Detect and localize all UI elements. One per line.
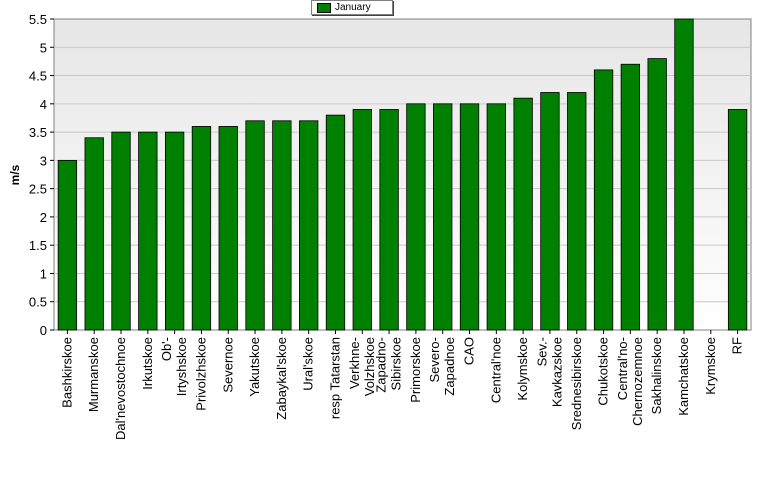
y-tick-label: 4.5 <box>29 69 47 84</box>
x-tick-label: resp Tatarstan <box>327 337 342 419</box>
plot-area <box>53 18 752 331</box>
bar <box>218 126 238 331</box>
bar <box>299 120 319 331</box>
x-tick-label: Yakutskoe <box>247 337 262 397</box>
bar <box>620 63 641 331</box>
y-tick-label: 5.5 <box>29 12 47 27</box>
bar <box>191 126 212 331</box>
bar <box>352 109 372 331</box>
legend-label-january: January <box>335 2 371 13</box>
x-axis-labels: Bashkirskoe Murmanskoe Dal'nevostochnoe Irk… <box>59 330 745 440</box>
y-tick-label: 3.5 <box>29 125 47 140</box>
x-tick-label: Zapadno-Sibirskoe <box>374 337 404 393</box>
x-tick-label: Irkutskoe <box>140 337 155 390</box>
bar <box>593 69 614 331</box>
bar <box>567 92 587 331</box>
bar <box>433 103 453 331</box>
y-tick-label: 4 <box>40 97 47 112</box>
x-tick-label: Central'noe <box>488 337 503 403</box>
bar <box>164 131 185 331</box>
y-tick-label: 2.5 <box>29 182 47 197</box>
bar <box>57 159 78 331</box>
y-tick-label: 3 <box>40 153 47 168</box>
bar <box>727 109 748 331</box>
x-tick-label: Chukotskoe <box>596 337 611 406</box>
x-tick-label: Sev.-Kavkazskoe <box>534 337 564 407</box>
bar <box>674 18 694 331</box>
bar <box>406 103 426 331</box>
x-tick-label: Murmanskoe <box>86 337 101 412</box>
x-tick-label: Ural'skoe <box>301 337 316 391</box>
y-tick-label: 5 <box>40 40 47 55</box>
bar <box>272 120 292 331</box>
x-tick-label: Dal'nevostochnoe <box>113 337 128 440</box>
x-tick-label: Sakhalinskoe <box>649 337 664 414</box>
y-axis-label: m/s <box>8 164 22 185</box>
x-tick-label: Severo-Zapadnoe <box>427 337 457 396</box>
bar <box>245 120 265 331</box>
x-tick-label: Krymskoe <box>703 337 718 395</box>
x-tick-label: RF <box>730 337 745 354</box>
x-tick-label: Zabaykal'skoe <box>274 337 289 420</box>
bar <box>325 114 346 331</box>
y-tick-label: 1.5 <box>29 238 47 253</box>
legend-swatch-january <box>317 3 331 13</box>
bar <box>486 103 506 331</box>
bar <box>111 131 131 331</box>
x-tick-label: Primorskoe <box>408 337 423 403</box>
bar-series <box>57 18 748 331</box>
x-tick-label: Kolymskoe <box>515 337 530 401</box>
y-tick-label: 0.5 <box>29 295 47 310</box>
bar <box>379 109 399 331</box>
bar <box>138 131 158 331</box>
legend: January <box>311 0 393 15</box>
x-tick-label: Central'no-Chernozemnoe <box>615 337 645 426</box>
bar <box>84 137 104 331</box>
x-tick-label: Srednesibirskoe <box>569 337 584 430</box>
x-tick-label: Bashkirskoe <box>59 337 74 408</box>
x-tick-label: Kamchatskoe <box>676 337 691 416</box>
bar <box>513 97 533 331</box>
bar <box>459 103 480 331</box>
bar <box>540 92 560 331</box>
bar <box>647 58 667 331</box>
y-tick-label: 0 <box>40 323 47 338</box>
x-tick-label: CAO <box>462 337 477 365</box>
x-tick-label: Privolzhskoe <box>193 337 208 411</box>
x-tick-label: Severnoe <box>220 337 235 393</box>
y-axis-ticks: 0 0.5 1 1.5 2 2.5 3 3.5 4 4.5 5 5.5 <box>29 12 54 338</box>
x-tick-label: Ob'-Irtyshskoe <box>159 337 189 396</box>
x-tick-label: Verkhne-Volzhskoe <box>347 337 377 396</box>
y-tick-label: 1 <box>40 266 47 281</box>
y-tick-label: 2 <box>40 210 47 225</box>
